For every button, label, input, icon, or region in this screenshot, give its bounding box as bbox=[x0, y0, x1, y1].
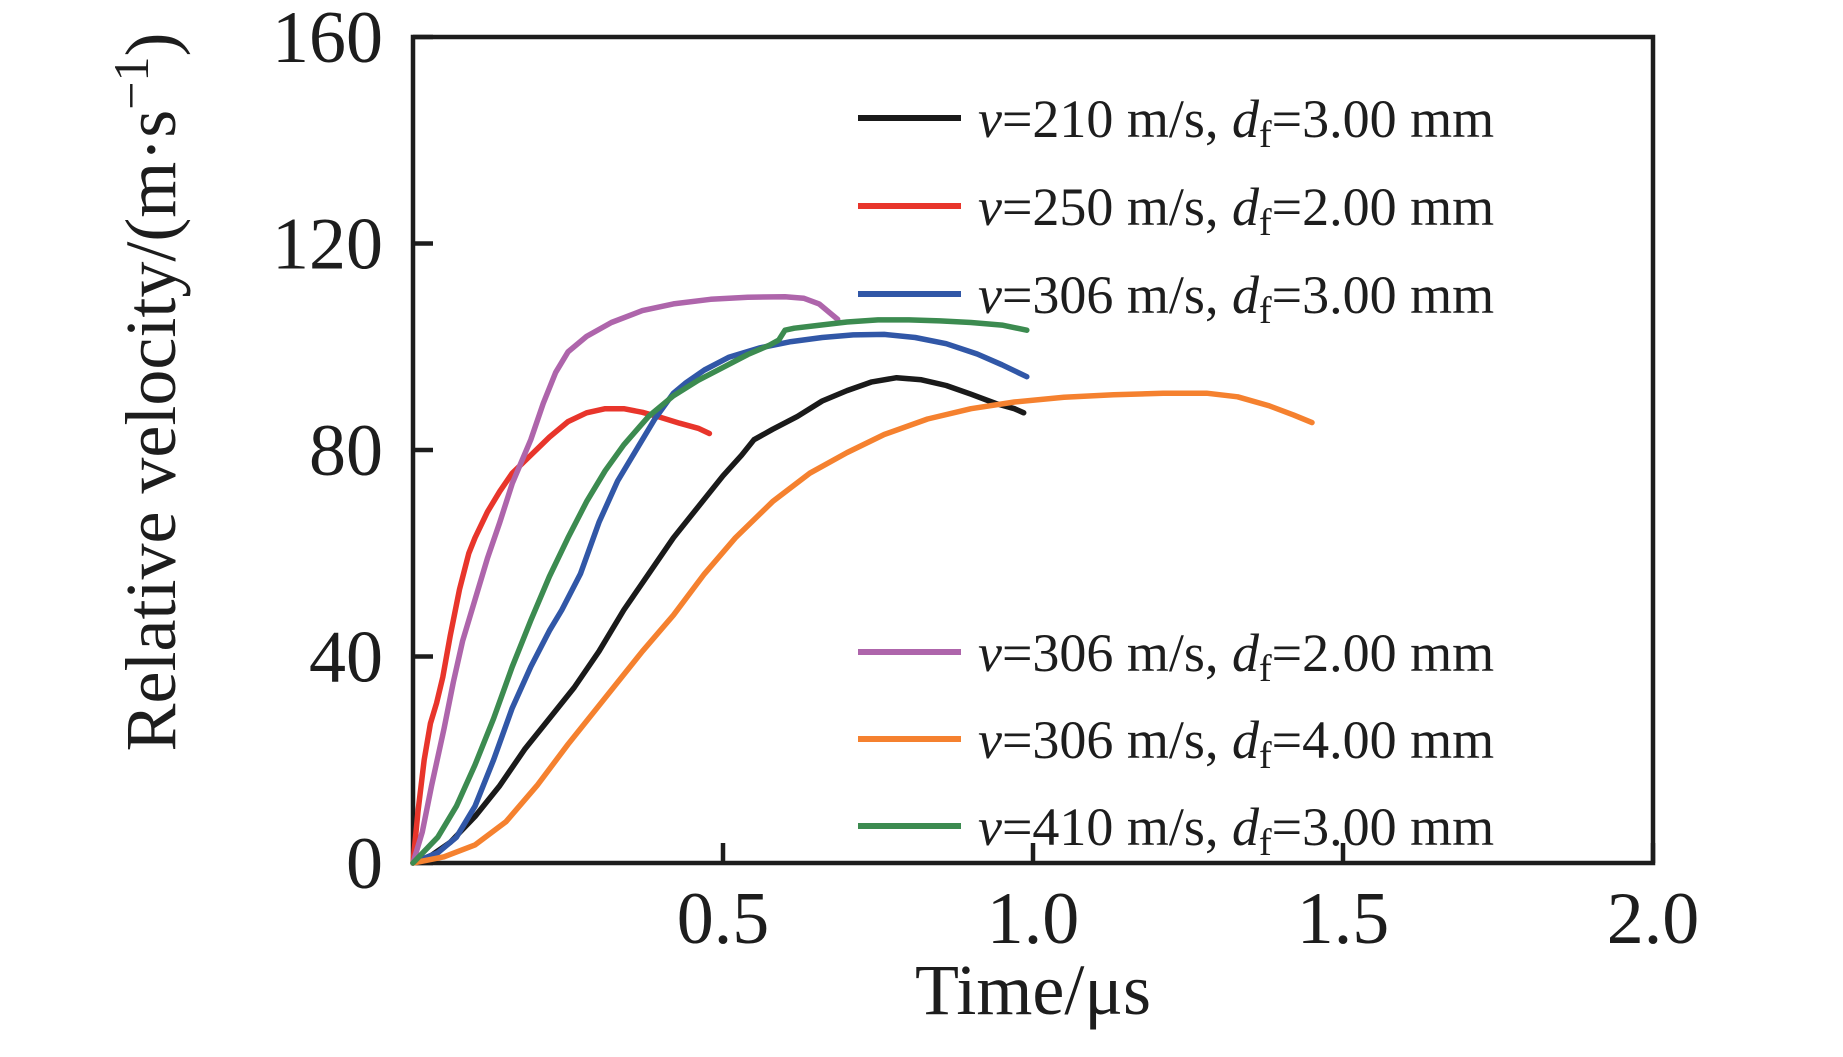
series-line-4 bbox=[410, 390, 1315, 866]
legend-entry-5: v=410 m/s, df=3.00 mm bbox=[858, 797, 1494, 864]
y-tick-label: 40 bbox=[309, 617, 383, 699]
x-tick-label: 2.0 bbox=[1607, 878, 1700, 960]
y-tick-label: 80 bbox=[309, 410, 383, 492]
y-tick-label: 120 bbox=[272, 204, 383, 286]
x-tick-label: 0.5 bbox=[677, 878, 770, 960]
series-line-3 bbox=[410, 293, 841, 866]
x-axis-title: Time/μs bbox=[915, 950, 1151, 1030]
legend-entry-0: v=210 m/s, df=3.00 mm bbox=[858, 89, 1494, 156]
series-line-5 bbox=[410, 317, 1030, 866]
legend-entry-1: v=250 m/s, df=2.00 mm bbox=[858, 177, 1494, 244]
legend-label: v=306 m/s, df=2.00 mm bbox=[978, 623, 1494, 690]
legend-label: v=250 m/s, df=2.00 mm bbox=[978, 177, 1494, 244]
legend-entry-3: v=306 m/s, df=2.00 mm bbox=[858, 623, 1494, 690]
x-tick-label: 1.0 bbox=[987, 878, 1080, 960]
legend-label: v=210 m/s, df=3.00 mm bbox=[978, 89, 1494, 156]
series-line-1 bbox=[410, 405, 713, 866]
series-line-0 bbox=[410, 374, 1027, 866]
legend-entry-2: v=306 m/s, df=3.00 mm bbox=[858, 265, 1494, 332]
legend-label: v=410 m/s, df=3.00 mm bbox=[978, 797, 1494, 864]
legend-entry-4: v=306 m/s, df=4.00 mm bbox=[858, 710, 1494, 777]
y-tick-label: 0 bbox=[346, 823, 383, 905]
x-tick-label: 1.5 bbox=[1297, 878, 1390, 960]
y-axis-title: Relative velocity/(m·s−1) bbox=[103, 33, 191, 752]
legend-label: v=306 m/s, df=3.00 mm bbox=[978, 265, 1494, 332]
y-tick-label: 160 bbox=[272, 0, 383, 79]
series-line-2 bbox=[410, 331, 1030, 866]
legend-label: v=306 m/s, df=4.00 mm bbox=[978, 710, 1494, 777]
